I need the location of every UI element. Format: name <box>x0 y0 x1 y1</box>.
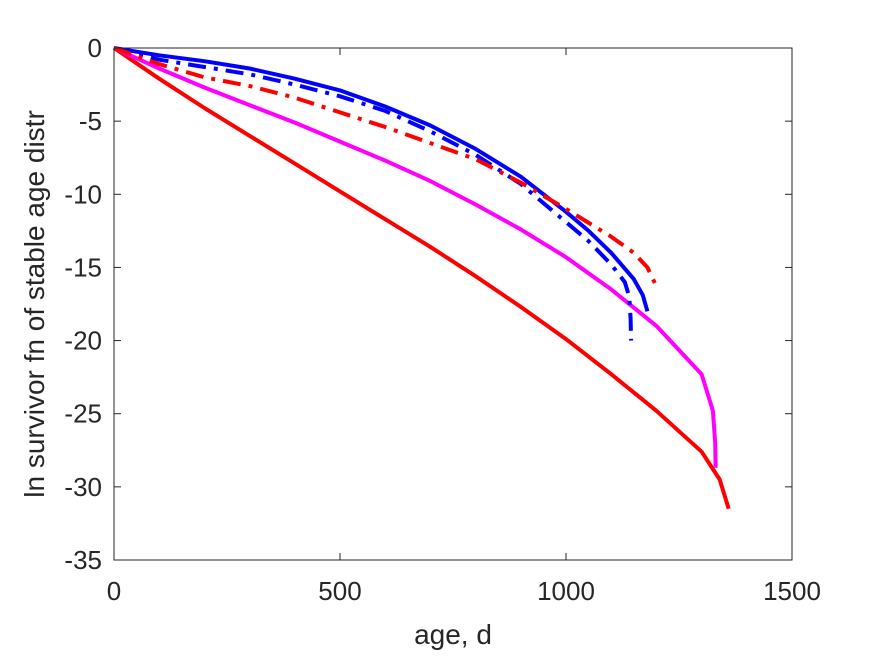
x-axis-label: age, d <box>414 619 492 650</box>
y-tick-label: -25 <box>64 399 102 429</box>
y-axis-label: ln survivor fn of stable age distr <box>19 110 50 498</box>
series-line-2 <box>113 46 718 468</box>
y-tick-label: -15 <box>64 252 102 282</box>
series-line-5 <box>113 46 659 288</box>
plot-background <box>114 48 792 560</box>
series-line-4 <box>113 46 634 341</box>
y-tick-label: 0 <box>88 33 102 63</box>
axes-box <box>113 47 793 561</box>
y-tick-label: -35 <box>64 545 102 575</box>
series-line-1 <box>112 46 731 510</box>
y-tick-label: -30 <box>64 472 102 502</box>
series-line-3 <box>113 46 650 312</box>
y-tick-label: -10 <box>64 179 102 209</box>
x-tick-label: 1000 <box>537 576 595 606</box>
x-tick-label: 0 <box>107 576 121 606</box>
series-layer <box>112 46 731 510</box>
x-tick-label: 1500 <box>763 576 821 606</box>
y-tick-label: -20 <box>64 326 102 356</box>
y-tick-label: -5 <box>79 106 102 136</box>
tick-layer: 0 500 1000 1500 0 -5 -10 -15 -20 -25 -30 -35 <box>64 33 821 606</box>
x-tick-label: 500 <box>318 576 361 606</box>
